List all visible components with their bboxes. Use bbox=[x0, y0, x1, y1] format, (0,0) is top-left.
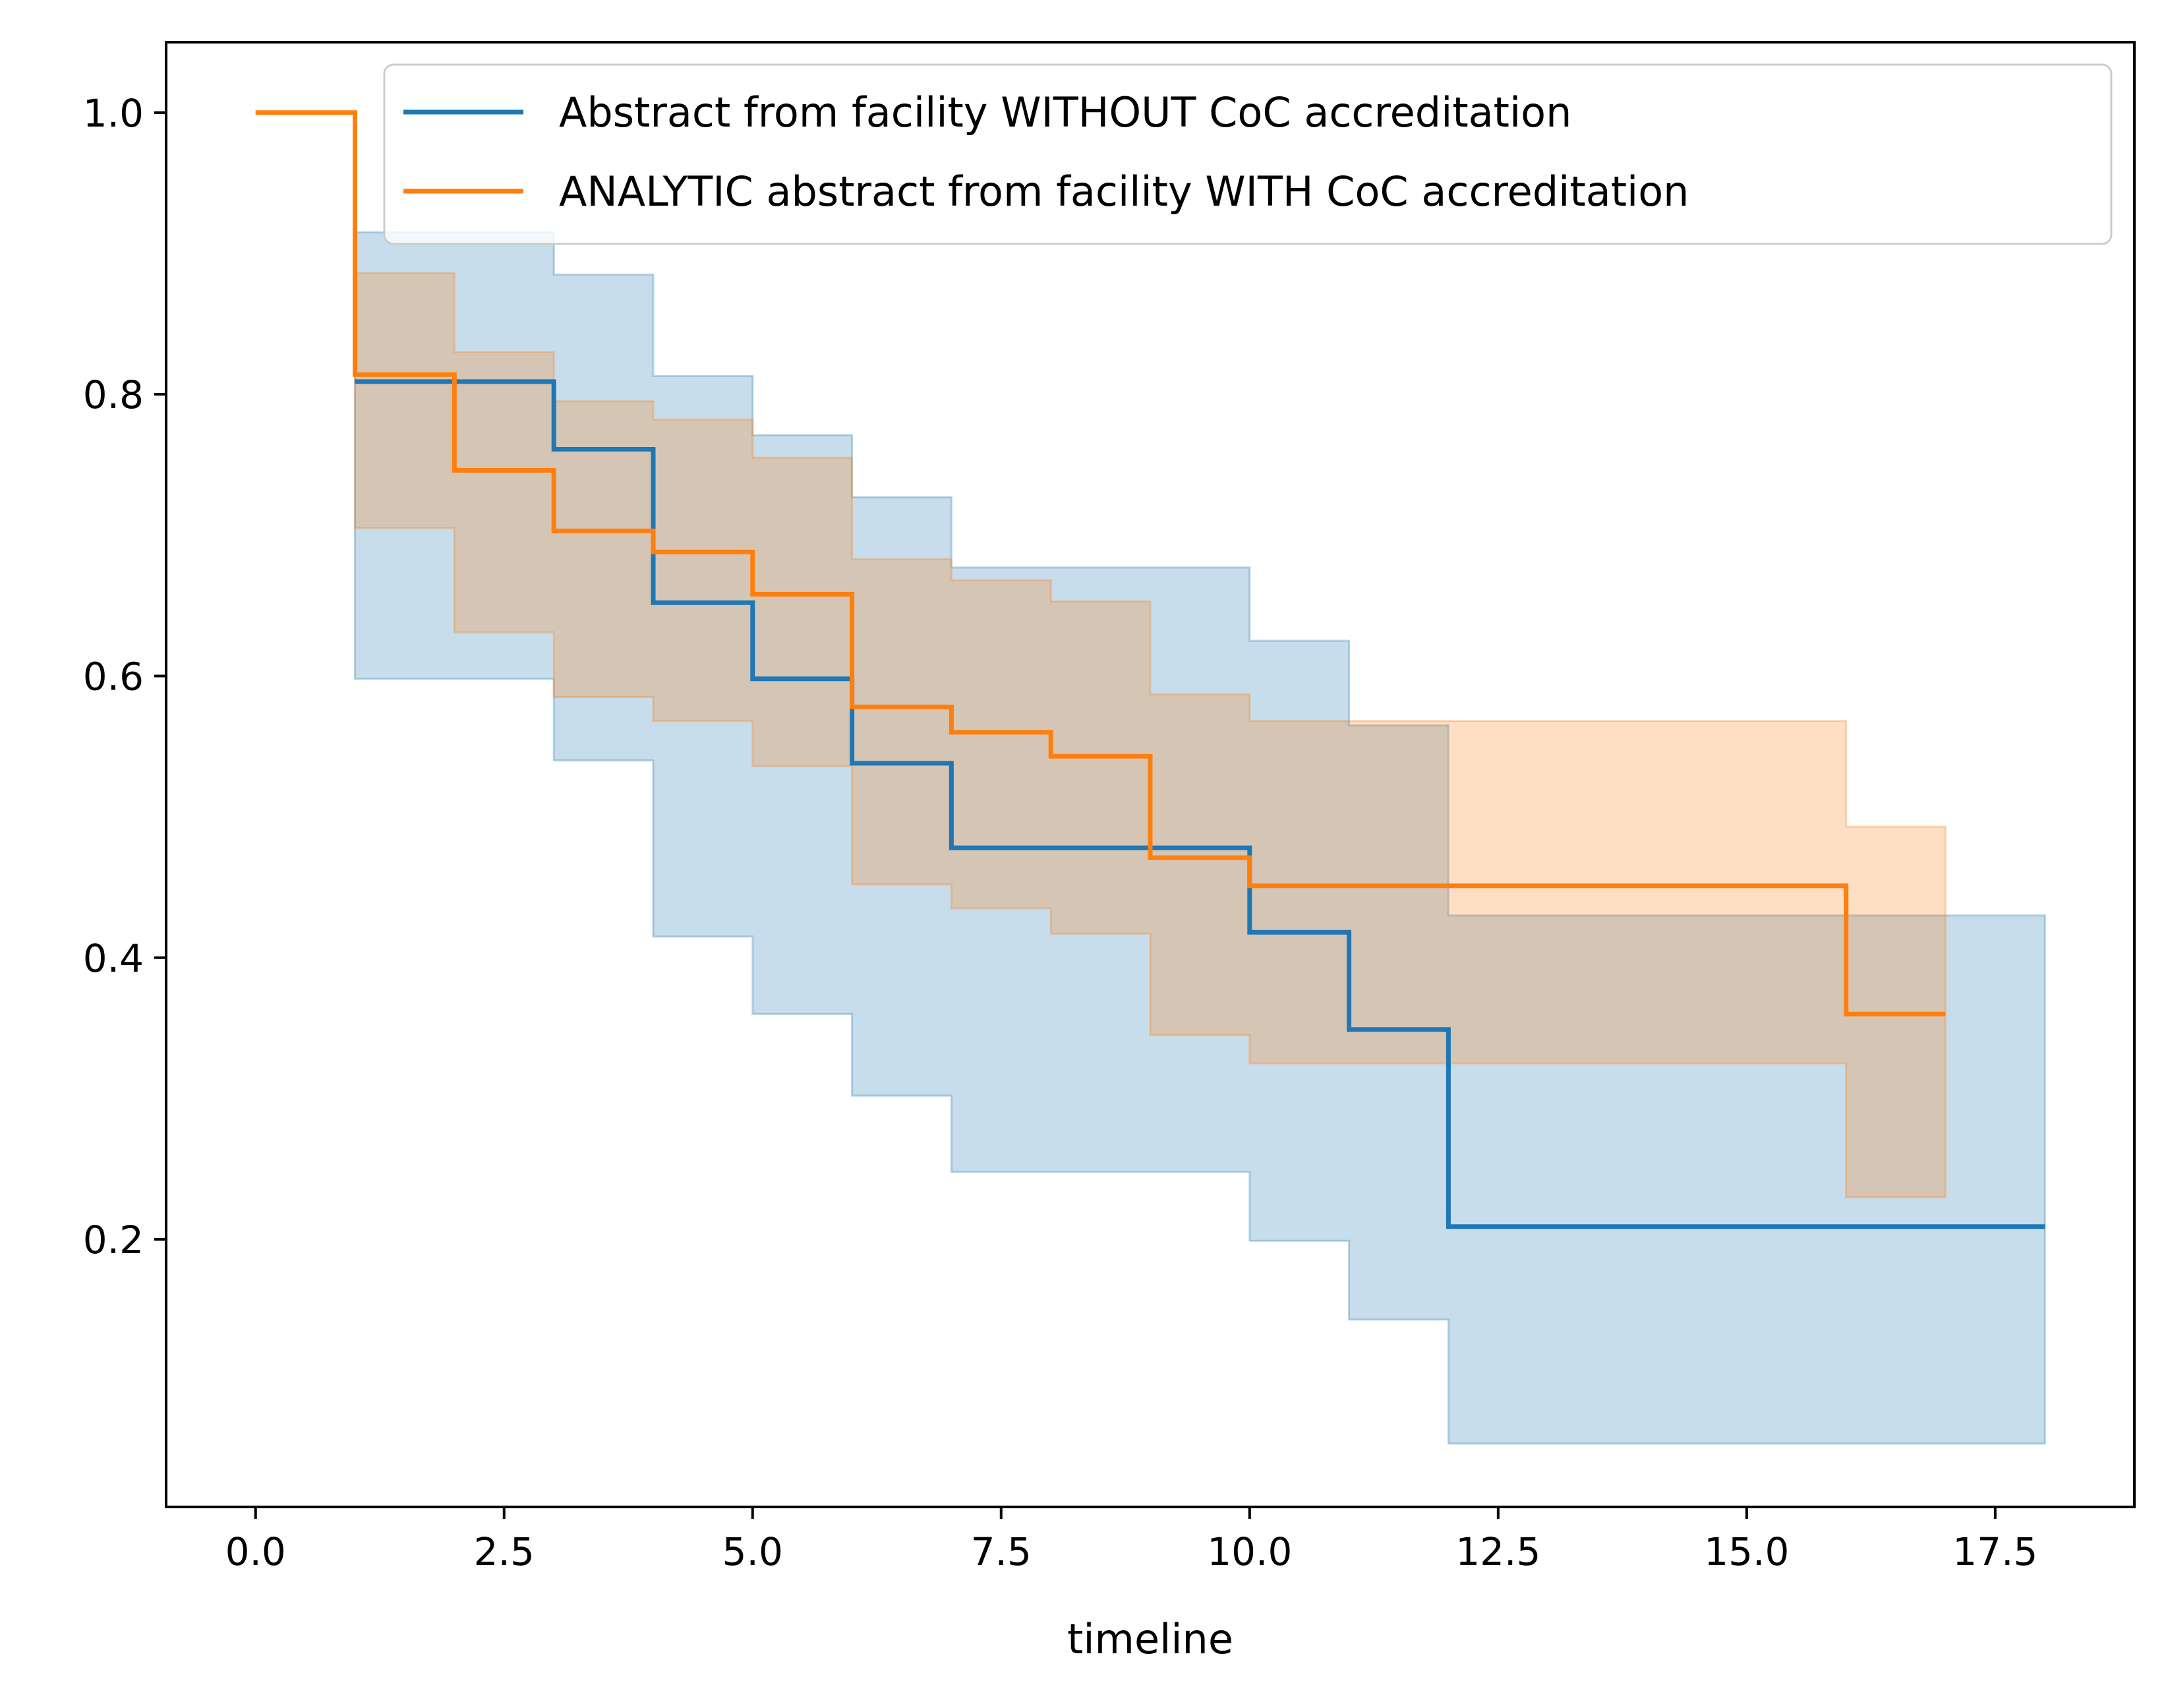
x-tick-label: 2.5 bbox=[474, 1529, 535, 1574]
legend-label-without-coc: Abstract from facility WITHOUT CoC accre… bbox=[559, 88, 1571, 136]
x-tick-label: 15.0 bbox=[1704, 1529, 1789, 1574]
plot-frame bbox=[165, 41, 2136, 1508]
x-axis-label: timeline bbox=[1067, 1615, 1233, 1663]
survival-line-with-coc bbox=[255, 110, 1946, 1016]
y-tick-label: 0.6 bbox=[83, 654, 144, 699]
survival-lines bbox=[255, 110, 2045, 1229]
legend-label-with-coc: ANALYTIC abstract from facility WITH CoC… bbox=[559, 167, 1689, 216]
x-tick-label: 17.5 bbox=[1952, 1529, 2037, 1574]
legend-box bbox=[383, 63, 2113, 245]
x-tick-label: 12.5 bbox=[1455, 1529, 1540, 1574]
x-tick-label: 7.5 bbox=[971, 1529, 1032, 1574]
y-axis: 0.2 0.4 0.6 0.8 1.0 bbox=[83, 91, 166, 1262]
legend: Abstract from facility WITHOUT CoC accre… bbox=[383, 63, 2113, 245]
y-tick-label: 0.8 bbox=[83, 372, 144, 417]
x-tick-label: 10.0 bbox=[1207, 1529, 1292, 1574]
y-tick-label: 0.4 bbox=[83, 936, 144, 981]
y-tick-label: 0.2 bbox=[83, 1218, 144, 1262]
x-axis: 0.0 2.5 5.0 7.5 10.0 12.5 15.0 17.5 bbox=[225, 1507, 2037, 1574]
y-tick-label: 1.0 bbox=[83, 91, 144, 136]
x-tick-label: 5.0 bbox=[722, 1529, 783, 1574]
x-tick-label: 0.0 bbox=[225, 1529, 286, 1574]
ci-band-without-coc bbox=[354, 231, 2046, 1445]
survival-line-without-coc bbox=[355, 379, 2045, 1229]
